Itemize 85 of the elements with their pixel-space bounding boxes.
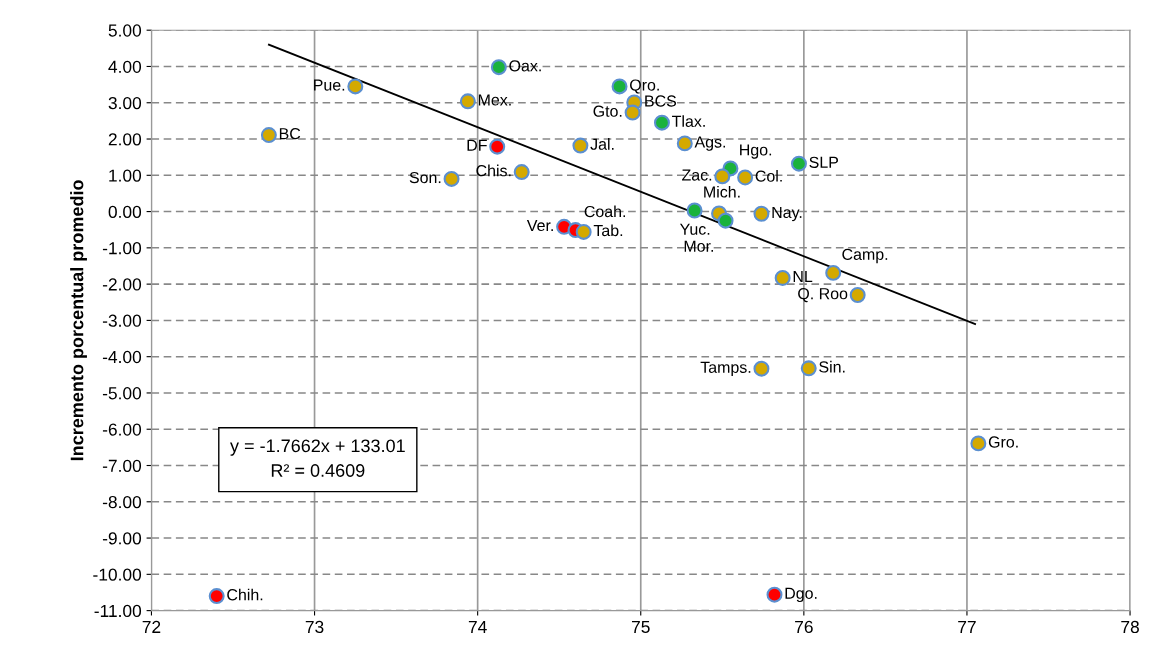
point: [208, 588, 225, 605]
y-tick-label: -4.00: [102, 350, 142, 364]
annotation: NL: [793, 271, 813, 283]
y-tick-label: -5.00: [102, 387, 142, 400]
annotation: BCS: [645, 95, 677, 107]
point: [686, 202, 703, 219]
annotation: y = -1.7662x + 133.01 R² = 0.4609: [230, 439, 405, 477]
annotation: Gto.: [593, 105, 622, 117]
annotation: Sin.: [819, 360, 845, 373]
annotation: Pue.: [314, 79, 345, 91]
annotation: Chih.: [227, 588, 263, 601]
point: [717, 212, 734, 229]
point: [490, 59, 507, 76]
y-tick-label: -1.00: [102, 242, 142, 255]
point: [714, 168, 731, 185]
point: [676, 135, 693, 152]
y-tick-label: -11.00: [94, 604, 142, 618]
point: [513, 164, 530, 181]
y-tick-label: -6.00: [102, 423, 142, 436]
point: [970, 435, 987, 452]
y-tick-label: -2.00: [102, 278, 142, 291]
y-tick-label: 5.00: [108, 24, 142, 37]
point: [347, 78, 364, 95]
y-tick-label: -8.00: [102, 495, 142, 509]
point: [737, 169, 754, 186]
x-tick-label: 75: [631, 620, 650, 634]
point: [774, 269, 791, 286]
y-axis-title: Incremento porcentual promedio: [70, 180, 87, 461]
point: [459, 93, 476, 110]
annotation: Tab.: [593, 224, 623, 237]
point: [753, 205, 770, 222]
annotation: Ags.: [694, 136, 726, 151]
point: [849, 287, 866, 303]
annotation: Col.: [755, 170, 782, 182]
x-tick-label: 76: [795, 620, 813, 634]
point: [575, 223, 592, 240]
annotation: BC: [279, 128, 301, 140]
x-tick-label: 74: [468, 620, 487, 633]
point: [790, 155, 807, 172]
x-tick-label: 73: [305, 620, 324, 634]
annotation: Gro.: [988, 436, 1018, 448]
annotation: Tlax.: [672, 115, 705, 127]
point: [611, 78, 628, 95]
point: [653, 114, 670, 131]
annotation: Hgo.: [740, 144, 772, 159]
y-tick-label: -10.00: [93, 568, 142, 581]
point: [489, 138, 506, 155]
x-tick-label: 78: [1121, 620, 1139, 634]
point: [825, 264, 842, 281]
point: [753, 360, 770, 377]
annotation: Yuc.: [679, 223, 710, 235]
annotation: Chis.: [476, 164, 511, 177]
point: [766, 586, 783, 603]
annotation: Nay.: [772, 206, 802, 222]
point: [624, 104, 641, 121]
annotation: Qro.: [630, 79, 659, 94]
annotation: Q. Roo: [798, 287, 848, 303]
y-tick-label: 2.00: [108, 133, 142, 146]
annotation: Mich.: [704, 185, 740, 198]
annotation: Ver.: [526, 219, 553, 232]
x-tick-label: 72: [142, 620, 161, 633]
annotation: SLP: [809, 156, 839, 168]
annotation: DF: [467, 139, 487, 151]
annotation: Oax.: [509, 60, 541, 72]
annotation: Zac.: [682, 169, 712, 181]
y-tick-label: -9.00: [102, 532, 142, 545]
point: [800, 360, 817, 377]
x-tick-label: 77: [958, 620, 976, 633]
y-tick-label: 4.00: [108, 60, 142, 73]
annotation: Son.: [409, 171, 441, 184]
y-tick-label: 3.00: [108, 96, 142, 110]
point: [443, 170, 460, 187]
y-tick-label: 1.00: [109, 169, 142, 182]
point: [572, 137, 589, 154]
y-tick-label: -7.00: [102, 459, 142, 472]
annotation: Mor.: [684, 240, 713, 252]
annotation: Dgo.: [785, 587, 817, 603]
annotation: Coah.: [584, 205, 626, 218]
annotation: Jal.: [590, 138, 614, 150]
y-tick-label: 0.00: [108, 205, 142, 219]
annotation: Tamps.: [700, 361, 751, 377]
annotation: Camp.: [842, 248, 888, 264]
point: [260, 127, 277, 144]
annotation: Mex.: [478, 94, 511, 106]
y-tick-label: -3.00: [102, 314, 142, 327]
